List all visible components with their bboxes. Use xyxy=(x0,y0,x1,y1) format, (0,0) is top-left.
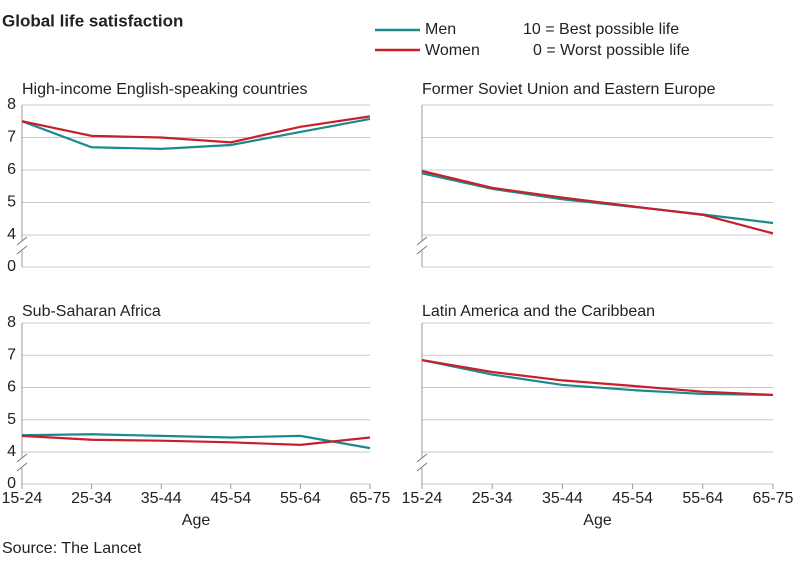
x-axis-label: Age xyxy=(182,512,211,529)
note: 10 = Best possible life xyxy=(523,21,679,38)
axis-break xyxy=(16,453,28,463)
x-axis-label: Age xyxy=(583,512,612,529)
y-tick-label: 8 xyxy=(7,314,16,331)
panel-title: High-income English-speaking countries xyxy=(22,81,307,98)
axis-break xyxy=(416,462,428,472)
x-tick-label: 35-44 xyxy=(141,490,182,507)
page-title: Global life satisfaction xyxy=(2,11,183,30)
line-series xyxy=(421,172,774,225)
y-tick-label: 5 xyxy=(7,194,16,211)
x-tick-label: 45-54 xyxy=(612,490,653,507)
y-tick-label: 7 xyxy=(7,346,16,363)
panel-title: Latin America and the Caribbean xyxy=(422,303,655,320)
x-tick-label: 25-34 xyxy=(472,490,513,507)
y-tick-label: 6 xyxy=(7,161,16,178)
line-series xyxy=(421,359,774,397)
line-series xyxy=(21,433,371,450)
line-series xyxy=(21,115,371,144)
line-series xyxy=(421,169,774,235)
legend-label: Men xyxy=(425,21,456,38)
x-tick-label: 45-54 xyxy=(210,490,251,507)
axis-break xyxy=(16,245,28,255)
x-tick-label: 15-24 xyxy=(402,490,443,507)
line-series xyxy=(21,434,371,447)
x-tick-label: 25-34 xyxy=(71,490,112,507)
legend-label: Women xyxy=(425,42,480,59)
x-tick-label: 35-44 xyxy=(542,490,583,507)
axis-break xyxy=(16,462,28,472)
axis-break xyxy=(416,236,428,246)
x-tick-label: 15-24 xyxy=(2,490,43,507)
y-tick-label: 0 xyxy=(7,475,16,492)
y-tick-label: 6 xyxy=(7,379,16,396)
source: Source: The Lancet xyxy=(2,540,142,557)
note: 0 = Worst possible life xyxy=(533,42,690,59)
y-tick-label: 5 xyxy=(7,411,16,428)
y-tick-label: 0 xyxy=(7,258,16,275)
axis-break xyxy=(416,245,428,255)
panel-title: Sub-Saharan Africa xyxy=(22,303,161,320)
y-tick-label: 8 xyxy=(7,96,16,113)
axis-break xyxy=(16,236,28,246)
y-tick-label: 7 xyxy=(7,129,16,146)
y-tick-label: 4 xyxy=(7,226,16,243)
x-tick-label: 55-64 xyxy=(682,490,723,507)
panel-title: Former Soviet Union and Eastern Europe xyxy=(422,81,716,98)
x-tick-label: 65-75 xyxy=(753,490,794,507)
line-series xyxy=(21,117,371,150)
x-tick-label: 65-75 xyxy=(350,490,391,507)
x-tick-label: 55-64 xyxy=(280,490,321,507)
axis-break xyxy=(416,453,428,463)
line-series xyxy=(421,359,774,397)
y-tick-label: 4 xyxy=(7,443,16,460)
